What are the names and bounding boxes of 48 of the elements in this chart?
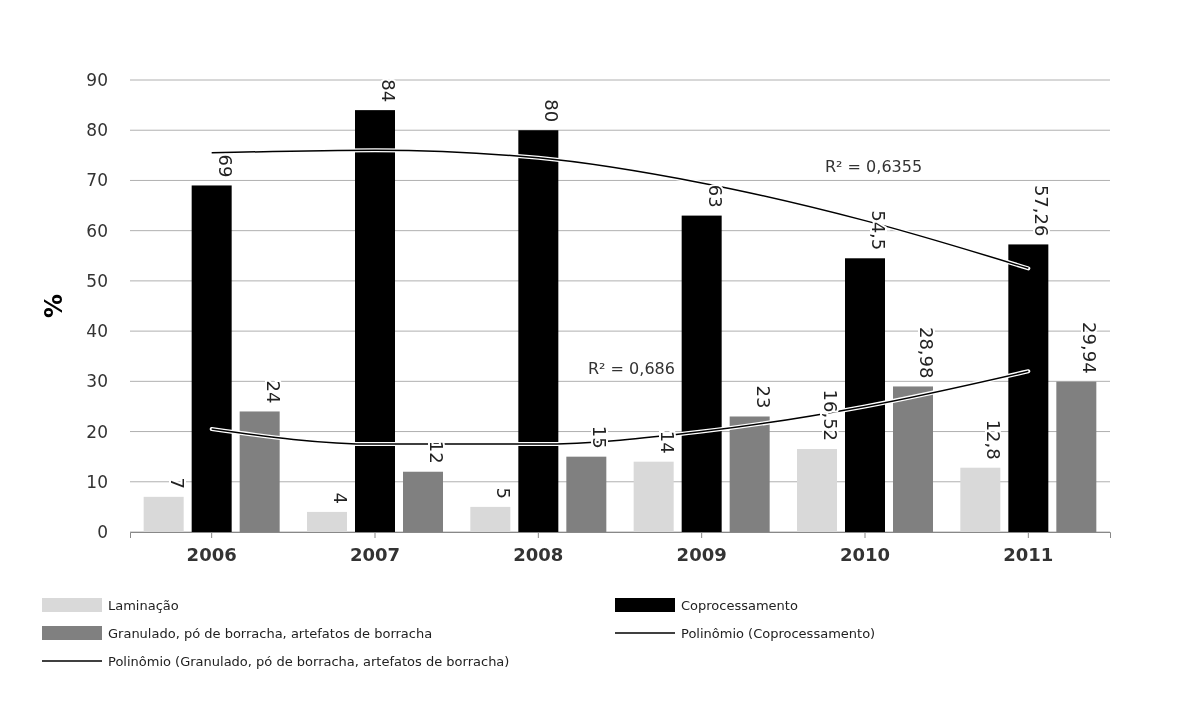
bar [960, 467, 1001, 532]
x-tick-label: 2009 [676, 543, 727, 565]
legend-label: Granulado, pó de borracha, artefatos de borracha [108, 626, 433, 641]
y-tick-label: 30 [86, 371, 108, 392]
bar [470, 506, 511, 532]
data-label: 63 [704, 184, 726, 208]
data-label: 4 [330, 492, 351, 504]
data-label: 23 [752, 385, 774, 409]
y-tick-label: 50 [86, 270, 108, 291]
y-tick-label: 90 [86, 69, 108, 90]
data-label: 16,52 [820, 389, 841, 442]
data-label: 69 [214, 154, 236, 178]
data-label: 24 [262, 380, 284, 404]
bar [797, 449, 837, 532]
data-label: 28,98 [916, 326, 937, 379]
data-label: 12 [426, 440, 447, 464]
x-tick-label: 2006 [186, 543, 237, 565]
data-label: 7 [166, 477, 188, 489]
y-tick-label: 0 [97, 521, 108, 542]
y-tick-label: 60 [86, 220, 108, 241]
legend-label: Coprocessamento [681, 598, 798, 613]
y-tick-label: 70 [86, 170, 108, 191]
data-label: 15 [589, 425, 611, 449]
annotation: R² = 0,686 [588, 359, 675, 378]
x-tick-label: 2008 [513, 543, 564, 565]
data-label: 12,8 [983, 419, 1005, 460]
data-label: 29,94 [1079, 322, 1101, 374]
x-tick-label: 2007 [349, 543, 401, 565]
legend-label: Polinômio (Granulado, pó de borracha, artefatos de borracha) [108, 654, 510, 669]
y-tick-label: 10 [86, 471, 108, 492]
annotation: R² = 0,6355 [825, 157, 923, 176]
data-label: 54,5 [868, 210, 889, 251]
data-label: 57,26 [1031, 184, 1053, 237]
bar [143, 496, 184, 532]
y-tick-label: 20 [86, 421, 108, 442]
y-axis-title: % [40, 293, 68, 319]
bar [633, 461, 674, 532]
data-label: 84 [378, 79, 399, 103]
legend-label: Laminação [108, 598, 179, 613]
data-label: 80 [541, 99, 563, 123]
legend-label: Polinômio (Coprocessamento) [681, 626, 876, 641]
data-label: 14 [656, 430, 678, 454]
y-tick-label: 40 [86, 321, 108, 342]
y-tick-label: 80 [86, 120, 108, 141]
x-tick-label: 2011 [1003, 543, 1054, 565]
bar [307, 511, 347, 532]
data-label: 5 [493, 487, 515, 499]
x-tick-label: 2010 [839, 543, 891, 565]
